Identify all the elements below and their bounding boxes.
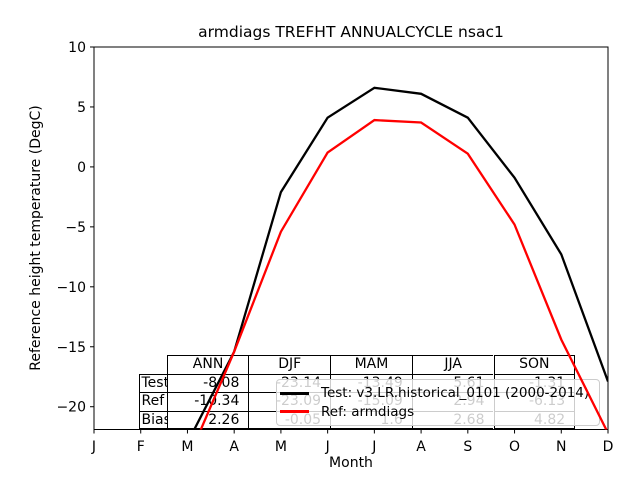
table-col-header: SON: [493, 355, 576, 374]
table-col-header: JJA: [411, 355, 494, 374]
table-value-cell: -10.34: [166, 392, 249, 411]
table-col-header: ANN: [166, 355, 249, 374]
table-row-label: Ref: [138, 392, 167, 411]
table-col-header: DJF: [248, 355, 331, 374]
test-line-sample: [280, 391, 309, 395]
legend-label: Ref: armdiags: [321, 403, 415, 420]
legend-item: Test: v3.LR.historical_0101 (2000-2014): [280, 385, 593, 401]
table-col-header: MAM: [330, 355, 412, 374]
x-axis-label: Month: [329, 455, 373, 471]
table-value-cell: -8.08: [166, 373, 249, 393]
legend: Test: v3.LR.historical_0101 (2000-2014) R…: [276, 379, 600, 426]
table-value-cell: 2.26: [166, 410, 249, 430]
chart-title: armdiags TREFHT ANNUALCYCLE nsac1: [198, 23, 504, 41]
legend-label: Test: v3.LR.historical_0101 (2000-2014): [321, 385, 590, 402]
table-row-label: Bias: [138, 410, 167, 430]
table-row-label: Test: [138, 373, 167, 393]
ref-line-sample: [280, 410, 309, 414]
legend-item: Ref: armdiags: [280, 404, 593, 420]
